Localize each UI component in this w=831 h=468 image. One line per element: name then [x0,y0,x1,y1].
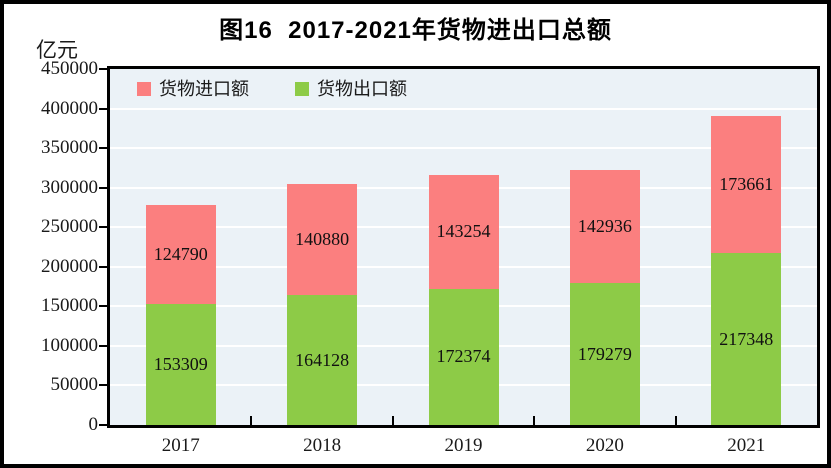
x-axis-tick [391,416,394,425]
bar-value-label-import: 140880 [295,228,350,249]
y-axis-tick-label: 50000 [50,374,99,396]
export-legend-swatch-icon [295,82,309,96]
legend-label-export: 货物出口额 [317,79,407,99]
plot-area: 货物进口额 货物出口额 0 50000 100000 150000 200000 2500… [41,58,820,456]
bar-segment-import: 173661 [711,115,782,254]
gridline [110,147,817,150]
bar-segment-export: 153309 [145,303,216,425]
bar-segment-export: 179279 [569,283,640,425]
y-axis-tick-label: 400000 [41,97,98,119]
x-axis-tick [674,416,677,425]
y-axis-tick-label: 300000 [41,176,98,198]
bar-segment-import: 140880 [287,183,358,296]
bar-value-label-import: 142936 [577,216,632,237]
y-axis-tick-label: 100000 [41,334,98,356]
x-axis-tick [533,416,536,425]
chart-title: 图16 2017-2021年货物进出口总额 [219,17,612,44]
x-axis-tick-label: 2018 [303,435,342,456]
legend-label-import: 货物进口额 [159,79,249,99]
gridline [110,107,817,110]
bar-segment-import: 142936 [569,170,640,284]
y-axis-tick-label: 450000 [41,58,98,79]
x-axis-tick-label: 2019 [444,435,483,456]
bar-segment-import: 143254 [428,175,499,289]
y-axis-tick [99,107,107,110]
y-axis-unit-label: 亿元 [36,38,78,62]
x-axis-tick-label: 2020 [585,435,624,456]
y-axis-tick [99,384,107,387]
bar-value-label-export: 217348 [719,328,774,349]
bar-value-label-export: 172374 [436,346,491,367]
legend-item-import: 货物进口额 [137,80,249,98]
y-axis-tick [99,68,107,70]
x-axis-tick-label: 2017 [161,435,200,456]
y-axis-tick-label: 200000 [41,255,98,277]
bar-value-label-export: 153309 [153,353,208,374]
bar-value-label-export: 179279 [577,343,632,364]
y-axis-tick-label: 0 [88,414,99,435]
y-axis-tick [99,424,107,426]
y-axis-tick [99,147,107,150]
bar-value-label-import: 124790 [153,243,208,264]
bar-value-label-export: 164128 [295,349,350,370]
legend: 货物进口额 货物出口额 [137,80,407,98]
y-axis-tick [99,265,107,268]
x-axis-tick-label: 2021 [727,435,766,456]
y-axis-tick [99,344,107,347]
import-legend-swatch-icon [137,82,151,96]
bar-segment-import: 124790 [145,205,216,304]
x-axis-tick [250,416,253,425]
bar-segment-export: 172374 [428,288,499,425]
bar-segment-export: 164128 [287,295,358,425]
y-axis-tick [99,186,107,189]
legend-item-export: 货物出口额 [295,80,407,98]
y-axis-tick [99,226,107,229]
bar-value-label-import: 143254 [436,221,491,242]
bar-value-label-import: 173661 [719,173,774,194]
y-axis-tick [99,305,107,308]
y-axis-tick-label: 250000 [41,216,98,238]
y-axis-tick-label: 150000 [41,295,98,317]
y-axis-tick-label: 350000 [41,137,98,159]
bar-segment-export: 217348 [711,253,782,425]
